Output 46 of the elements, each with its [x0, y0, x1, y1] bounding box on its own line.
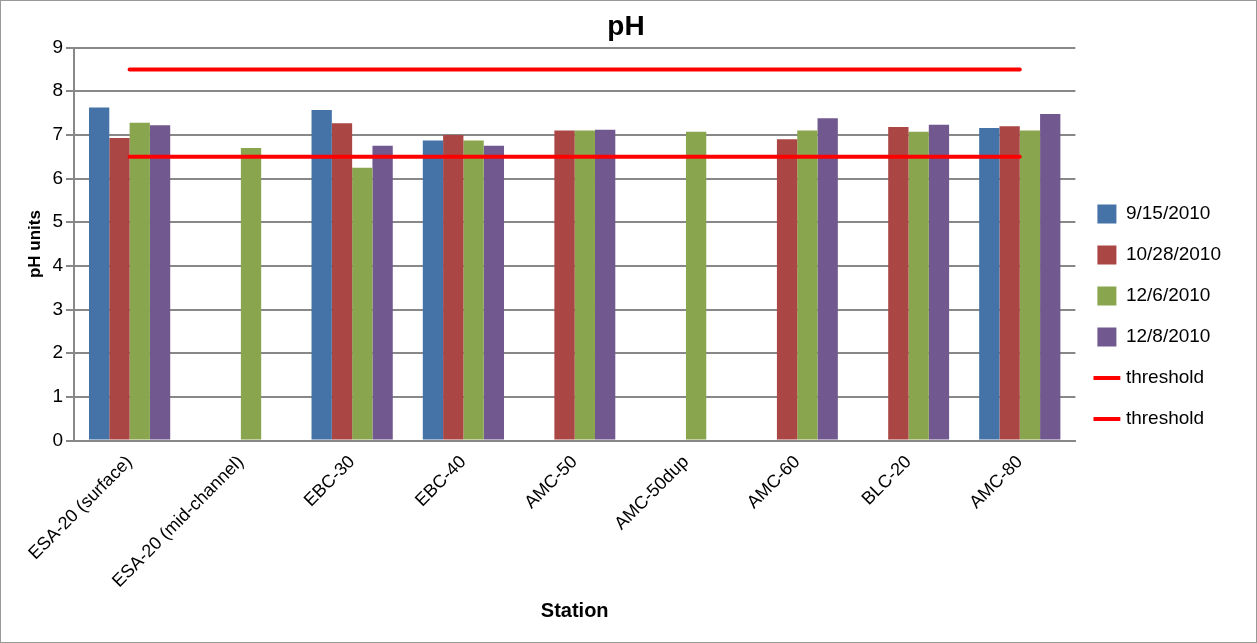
- bar: [88, 107, 110, 440]
- bar: [594, 129, 616, 440]
- bar: [574, 130, 595, 440]
- y-tick-label: 0: [52, 428, 63, 450]
- legend-label: threshold: [1125, 366, 1205, 388]
- y-tick-label: 7: [52, 123, 63, 145]
- bar: [331, 123, 353, 440]
- y-tick-label: 4: [52, 254, 64, 276]
- bar: [311, 110, 332, 440]
- bar: [463, 140, 484, 440]
- y-axis-title: pH units: [24, 210, 44, 279]
- bar: [240, 148, 262, 440]
- bar: [1019, 130, 1041, 440]
- legend-label: 10/28/2010: [1125, 243, 1221, 265]
- x-axis-title: Station: [540, 598, 609, 621]
- bar: [908, 131, 929, 440]
- bar: [797, 130, 818, 440]
- legend-label: 9/15/2010: [1125, 202, 1211, 224]
- bar: [685, 131, 707, 440]
- legend-label: 12/6/2010: [1125, 284, 1211, 306]
- bar: [483, 145, 505, 440]
- bar: [443, 134, 464, 440]
- legend-label: threshold: [1125, 407, 1205, 429]
- bar: [109, 137, 130, 440]
- bar: [817, 118, 838, 440]
- y-tick-label: 6: [52, 166, 63, 188]
- bar: [554, 130, 575, 440]
- bar: [776, 139, 798, 440]
- y-tick-label: 5: [52, 210, 63, 232]
- y-tick-label: 8: [52, 79, 63, 101]
- y-tick-label: 3: [52, 297, 63, 319]
- bar: [888, 127, 909, 440]
- bar: [149, 125, 171, 440]
- bar: [129, 122, 150, 440]
- y-tick-label: 9: [52, 35, 63, 57]
- bar: [979, 127, 1000, 440]
- bar: [1040, 113, 1061, 440]
- bar: [999, 126, 1020, 440]
- bar: [928, 124, 950, 440]
- y-tick-label: 1: [52, 385, 63, 407]
- bar: [352, 167, 373, 440]
- chart-title: pH: [607, 9, 645, 41]
- legend-label: 12/8/2010: [1125, 325, 1211, 347]
- bar: [372, 145, 393, 440]
- bar: [422, 140, 444, 440]
- y-tick-label: 2: [52, 341, 63, 363]
